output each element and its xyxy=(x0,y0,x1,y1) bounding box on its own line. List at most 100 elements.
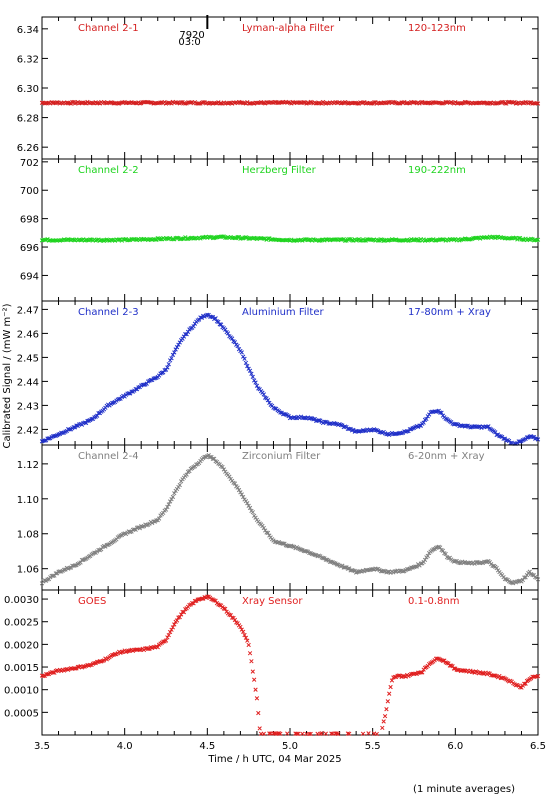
channel-2-2-point xyxy=(158,237,163,242)
channel-2-4-point xyxy=(312,552,317,558)
x-axis-title: Time / h UTC, 04 Mar 2025 xyxy=(207,754,341,765)
channel-2-3-point xyxy=(316,418,322,423)
goes-point xyxy=(480,671,486,676)
channel-2-3-point xyxy=(174,345,180,350)
goes-point xyxy=(252,677,257,682)
channel-2-2-point xyxy=(170,236,176,242)
time-marker-label-2: 03:0 xyxy=(178,37,200,48)
channel-2-4-point xyxy=(440,548,446,553)
channel-2-4-point xyxy=(238,490,243,495)
channel-2-2-point xyxy=(126,238,131,243)
channel-2-1-point xyxy=(213,101,218,106)
channel-2-4-point xyxy=(245,501,250,506)
footnote: (1 minute averages) xyxy=(413,784,515,795)
channel-2-4-point xyxy=(184,472,189,477)
channel-2-4-point xyxy=(220,464,225,470)
goes-point xyxy=(300,731,305,736)
goes-point xyxy=(165,635,170,640)
goes-point xyxy=(177,614,182,620)
channel-2-3-point xyxy=(184,332,189,337)
channel-2-4-point xyxy=(374,567,379,572)
channel-2-3-ytick-label: 2.46 xyxy=(17,329,39,340)
channel-2-4-label-2: Zirconium Filter xyxy=(242,451,321,462)
channel-2-4-point xyxy=(72,563,78,568)
channel-2-4-point xyxy=(250,510,255,515)
channel-2-3-point xyxy=(421,420,426,425)
channel-2-3-point xyxy=(235,343,240,349)
channel-2-1-point xyxy=(500,99,505,105)
channel-2-3-point xyxy=(245,363,250,369)
channel-2-2-point xyxy=(122,237,127,242)
channel-2-3-point xyxy=(232,340,238,345)
channel-2-1-point xyxy=(148,100,153,105)
channel-2-4-ytick-label: 1.06 xyxy=(17,565,39,576)
channel-2-3-point xyxy=(85,418,90,424)
channel-2-4-point xyxy=(457,560,462,566)
channel-2-2-ytick-label: 700 xyxy=(20,186,39,197)
channel-2-2-point xyxy=(180,236,185,241)
goes-point xyxy=(88,662,93,668)
time-marker: 7920 03:0 xyxy=(178,15,209,48)
channel-2-4-point xyxy=(320,555,326,561)
channel-2-2-point xyxy=(207,234,213,240)
goes-point xyxy=(163,638,169,643)
channel-2-4-point xyxy=(265,530,271,536)
channel-2-2-ytick-label: 696 xyxy=(20,243,39,254)
goes-point xyxy=(347,731,352,736)
goes-point xyxy=(285,731,290,736)
channel-2-4-label-1: Channel 2-4 xyxy=(78,451,139,462)
goes-point xyxy=(174,618,180,623)
channel-2-3-point xyxy=(89,416,94,422)
channel-2-2-point xyxy=(516,236,521,241)
channel-2-2-label-3: 190-222nm xyxy=(408,165,466,176)
channel-2-3-point xyxy=(165,365,170,370)
channel-2-4-point xyxy=(92,550,97,555)
channel-2-3-point xyxy=(250,374,255,380)
channel-2-3-point xyxy=(249,371,254,376)
goes-point xyxy=(239,627,244,632)
channel-2-1-label-2: Lyman-alpha Filter xyxy=(242,23,335,34)
channel-2-4-point xyxy=(99,547,104,552)
channel-2-4-point xyxy=(290,544,295,549)
channel-2-4-point xyxy=(366,567,371,573)
channel-2-2-point xyxy=(316,238,322,243)
channel-2-1-point xyxy=(369,101,374,106)
goes-point xyxy=(254,696,260,701)
channel-2-4-point xyxy=(235,485,240,490)
channel-2-3-point xyxy=(530,434,535,440)
channel-2-3-point xyxy=(96,411,101,416)
goes-point xyxy=(388,684,393,690)
channel-2-1-point xyxy=(70,99,75,105)
channel-2-1-point xyxy=(502,101,508,106)
goes-point xyxy=(392,674,397,680)
channel-2-3-point xyxy=(42,438,47,443)
goes-point xyxy=(296,731,301,736)
channel-2-4-point xyxy=(207,455,213,460)
x-tick-label: 5.5 xyxy=(365,741,381,752)
goes-ytick-label: 0.0025 xyxy=(4,618,39,629)
channel-2-3-point xyxy=(535,437,541,442)
channel-2-4-ytick-label: 1.12 xyxy=(17,460,39,471)
goes-point xyxy=(336,731,341,737)
channel-2-2-ytick-label: 694 xyxy=(20,271,39,282)
channel-2-4-point xyxy=(166,502,171,507)
goes-point xyxy=(420,670,425,675)
channel-2-3-point xyxy=(71,425,76,430)
channel-2-3-ytick-label: 2.43 xyxy=(17,401,39,412)
channel-2-4-point xyxy=(261,525,266,531)
goes-point xyxy=(440,658,446,663)
channel-2-3-point xyxy=(141,382,147,387)
goes-point xyxy=(389,678,395,683)
channel-2-1-point xyxy=(406,100,411,106)
channel-2-4-point xyxy=(151,519,156,524)
channel-2-2-point xyxy=(232,235,238,241)
channel-2-3-point xyxy=(126,391,131,396)
x-tick-label: 4.5 xyxy=(199,741,215,752)
channel-2-4-ytick-label: 1.10 xyxy=(17,495,39,506)
goes-ytick-label: 0.0015 xyxy=(4,663,39,674)
channel-2-1-point xyxy=(256,100,261,106)
goes-point xyxy=(161,639,166,644)
channel-2-2-point xyxy=(440,237,446,242)
goes-label-1: GOES xyxy=(78,596,106,607)
channel-2-1-ytick-label: 6.34 xyxy=(17,25,39,36)
